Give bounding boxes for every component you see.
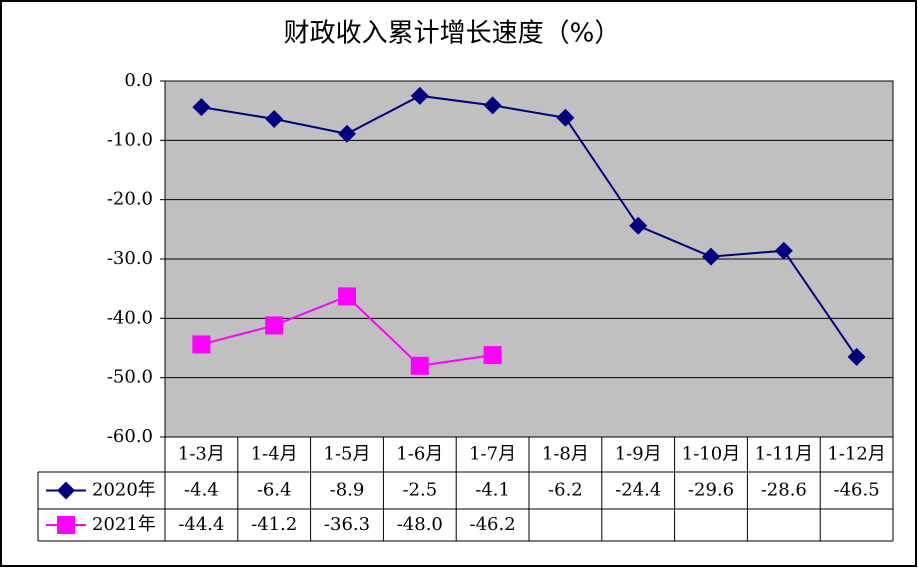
table-value: -29.6 bbox=[688, 480, 734, 501]
x-tick-label: 1-3月 bbox=[178, 444, 225, 465]
data-point bbox=[702, 247, 720, 266]
y-tick-label: -50.0 bbox=[107, 367, 153, 388]
data-point bbox=[556, 108, 575, 127]
table-value: -2.5 bbox=[402, 480, 437, 501]
x-tick-label: 1-11月 bbox=[755, 444, 813, 465]
table-value: -48.0 bbox=[397, 514, 443, 535]
data-point bbox=[192, 98, 211, 117]
table-value: -28.6 bbox=[761, 480, 807, 501]
x-tick-label: 1-10月 bbox=[682, 444, 740, 465]
table-value: -46.5 bbox=[834, 480, 880, 501]
table-value: -41.2 bbox=[251, 514, 297, 535]
chart-title: 财政收入累计增长速度（%） bbox=[284, 19, 621, 49]
y-tick-label: -40.0 bbox=[107, 307, 153, 328]
data-point bbox=[629, 216, 648, 235]
data-point bbox=[774, 241, 793, 260]
legend-label: 2021年 bbox=[92, 514, 156, 535]
legend-label: 2020年 bbox=[92, 480, 156, 501]
x-tick-label: 1-12月 bbox=[827, 444, 885, 465]
x-tick-label: 1-6月 bbox=[396, 444, 443, 465]
series-line bbox=[201, 94, 858, 358]
x-tick-label: 1-7月 bbox=[469, 444, 516, 465]
data-point bbox=[192, 335, 211, 354]
legend-marker bbox=[57, 481, 75, 500]
table-value: -24.4 bbox=[615, 480, 661, 501]
table-value: -46.2 bbox=[470, 514, 516, 535]
table-value: -8.9 bbox=[330, 480, 365, 501]
legend-marker bbox=[57, 516, 75, 534]
table-value: -4.1 bbox=[475, 480, 510, 501]
table-value: -36.3 bbox=[324, 514, 370, 535]
table-value: -6.2 bbox=[548, 480, 583, 501]
y-tick-label: -20.0 bbox=[107, 189, 153, 210]
data-point bbox=[410, 86, 429, 105]
data-point bbox=[483, 96, 502, 115]
y-tick-label: 0.0 bbox=[124, 70, 153, 91]
y-tick-label: -30.0 bbox=[107, 248, 153, 269]
data-point bbox=[483, 346, 502, 365]
y-tick-label: -10.0 bbox=[107, 129, 153, 150]
data-point bbox=[847, 347, 866, 366]
table-value: -6.4 bbox=[257, 480, 292, 501]
table-value: -44.4 bbox=[178, 514, 224, 535]
y-tick-label: -60.0 bbox=[107, 426, 153, 447]
x-tick-label: 1-5月 bbox=[324, 444, 371, 465]
data-point bbox=[265, 316, 284, 335]
table-value: -4.4 bbox=[184, 480, 219, 501]
x-tick-label: 1-8月 bbox=[542, 444, 589, 465]
data-point bbox=[265, 109, 284, 128]
x-tick-label: 1-9月 bbox=[615, 444, 662, 465]
data-point bbox=[338, 124, 356, 143]
data-point bbox=[410, 356, 429, 375]
x-tick-label: 1-4月 bbox=[251, 444, 298, 465]
data-point bbox=[338, 287, 356, 306]
